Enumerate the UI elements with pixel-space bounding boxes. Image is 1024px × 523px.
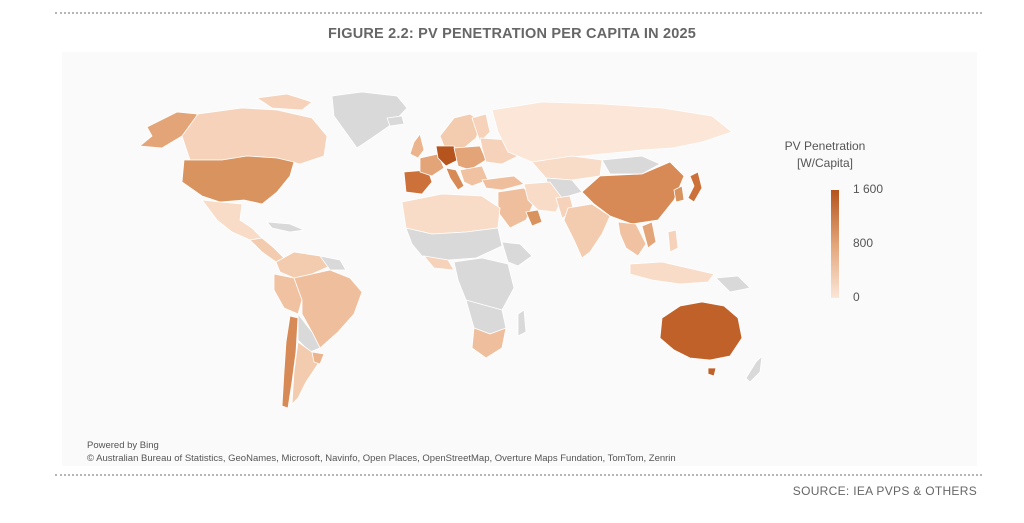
region-central-america (249, 237, 285, 263)
legend-title-line2: [W/Capita] (796, 156, 853, 170)
top-dotted-rule (55, 12, 982, 14)
region-iceland (386, 115, 405, 127)
region-central-europe (453, 145, 487, 171)
region-brazil (293, 269, 363, 349)
legend-max-label: 1 600 (853, 182, 884, 196)
region-india (563, 203, 611, 259)
region-iran (523, 181, 563, 213)
region-northern-south-america (275, 251, 331, 279)
legend-title: PV Penetration [W/Capita] (760, 138, 890, 172)
region-turkey (481, 175, 525, 191)
region-finland (471, 113, 491, 143)
world-choropleth-map (139, 91, 762, 409)
region-tasmania (707, 367, 717, 377)
legend-min-label: 0 (853, 290, 860, 304)
region-bolivia-paraguay (297, 312, 321, 353)
region-korea (673, 185, 685, 203)
region-madagascar (517, 309, 527, 337)
region-west-africa-coast (423, 255, 455, 271)
region-chile (281, 315, 299, 409)
region-new-guinea (715, 275, 751, 293)
legend-color-scale (831, 190, 839, 298)
region-philippines (667, 229, 679, 253)
region-north-africa (401, 193, 501, 235)
legend-title-line1: PV Penetration (784, 139, 866, 153)
figure-title: FIGURE 2.2: PV PENETRATION PER CAPITA IN… (327, 26, 697, 42)
region-gulf (525, 209, 543, 227)
region-germany (435, 145, 459, 167)
region-sahel (405, 227, 503, 261)
region-southeast-asia (617, 221, 647, 257)
region-balkans (459, 165, 489, 187)
region-guianas (319, 255, 347, 271)
region-new-zealand (745, 355, 762, 383)
bottom-dotted-rule (55, 474, 982, 476)
region-south-africa (471, 327, 507, 359)
region-russia (491, 101, 733, 163)
region-italy (445, 167, 465, 191)
legend-mid-label: 800 (853, 236, 874, 250)
region-greenland (331, 91, 408, 149)
map-attribution: © Australian Bureau of Statistics, GeoNa… (87, 453, 676, 464)
region-canada (181, 107, 328, 165)
region-horn-of-africa (501, 241, 533, 267)
region-uk (409, 133, 425, 159)
region-caribbean (266, 221, 306, 233)
region-mongolia (601, 155, 661, 175)
region-japan (687, 171, 703, 203)
powered-by-bing: Powered by Bing (87, 440, 159, 451)
region-indonesia (629, 261, 715, 285)
region-vietnam (641, 221, 657, 249)
region-usa (181, 155, 295, 205)
region-uruguay (311, 351, 325, 365)
region-arctic-islands (255, 93, 313, 111)
region-australia (659, 301, 743, 361)
region-france (419, 153, 445, 177)
source-note: SOURCE: IEA PVPS & OTHERS (792, 484, 977, 498)
region-mexico (201, 199, 263, 241)
